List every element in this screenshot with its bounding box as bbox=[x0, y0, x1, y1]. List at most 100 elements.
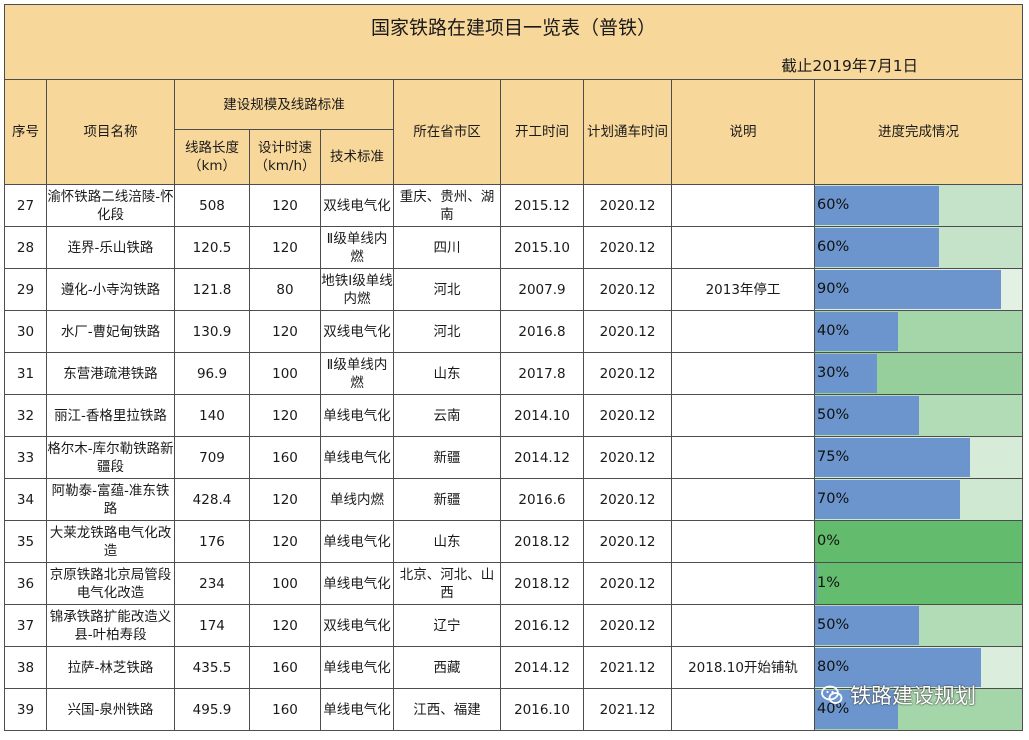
progress-label: 50% bbox=[817, 407, 850, 423]
progress-bar-fill bbox=[815, 438, 971, 477]
cell-name: 锦承铁路扩能改造义县-叶柏寿段 bbox=[46, 604, 175, 647]
cell-start: 2007.9 bbox=[500, 268, 584, 311]
header-province: 所在省市区 bbox=[393, 79, 501, 185]
cell-province: 山东 bbox=[393, 520, 501, 563]
cell-speed: 100 bbox=[249, 562, 321, 605]
progress-label: 0% bbox=[817, 533, 841, 549]
cell-name: 渝怀铁路二线涪陵-怀化段 bbox=[46, 184, 175, 227]
cell-progress: 40% bbox=[813, 310, 1024, 353]
cell-start: 2018.12 bbox=[500, 520, 584, 563]
cell-province: 四川 bbox=[393, 226, 501, 269]
cell-start: 2016.10 bbox=[500, 688, 584, 731]
table-row: 38 拉萨-林芝铁路 435.5 160 单线电气化 西藏 2014.12 2021.12 20… bbox=[4, 646, 1024, 689]
cell-seq: 34 bbox=[4, 478, 47, 521]
cell-length: 121.8 bbox=[174, 268, 250, 311]
header-speed: 设计时速（km/h） bbox=[249, 129, 321, 185]
cell-note bbox=[671, 184, 815, 227]
cell-standard: 双线电气化 bbox=[320, 604, 394, 647]
cell-length: 140 bbox=[174, 394, 250, 437]
cell-planned: 2020.12 bbox=[583, 520, 672, 563]
cell-length: 96.9 bbox=[174, 352, 250, 395]
cell-seq: 37 bbox=[4, 604, 47, 647]
cell-start: 2018.12 bbox=[500, 562, 584, 605]
cell-note: 2013年停工 bbox=[671, 268, 815, 311]
header-scale-group: 建设规模及线路标准 bbox=[174, 79, 394, 130]
table-row: 27 渝怀铁路二线涪陵-怀化段 508 120 双线电气化 重庆、贵州、湖南 2015.12… bbox=[4, 184, 1024, 227]
progress-bar-fill bbox=[815, 606, 919, 645]
table-row: 36 京原铁路北京局管段电气化改造 234 100 单线电气化 北京、河北、山西 2018.… bbox=[4, 562, 1024, 605]
as-of-date: 截止2019年7月1日 bbox=[781, 57, 919, 75]
cell-progress: 60% bbox=[813, 226, 1024, 269]
progress-label: 60% bbox=[817, 239, 850, 255]
cell-progress: 80% bbox=[813, 646, 1024, 689]
cell-standard: 双线电气化 bbox=[320, 310, 394, 353]
cell-name: 丽江-香格里拉铁路 bbox=[46, 394, 175, 437]
table-row: 39 兴国-泉州铁路 495.9 160 单线电气化 江西、福建 2016.10 2021.1… bbox=[4, 688, 1024, 731]
cell-standard: 单线电气化 bbox=[320, 688, 394, 731]
cell-province: 河北 bbox=[393, 310, 501, 353]
table-row: 32 丽江-香格里拉铁路 140 120 单线电气化 云南 2014.10 2020.12 50… bbox=[4, 394, 1024, 437]
cell-length: 435.5 bbox=[174, 646, 250, 689]
wechat-icon bbox=[821, 685, 843, 704]
cell-name: 格尔木-库尔勒铁路新疆段 bbox=[46, 436, 175, 479]
cell-progress: 75% bbox=[813, 436, 1024, 479]
cell-province: 重庆、贵州、湖南 bbox=[393, 184, 501, 227]
table-row: 30 水厂-曹妃甸铁路 130.9 120 双线电气化 河北 2016.8 2020.12 40… bbox=[4, 310, 1024, 353]
cell-planned: 2021.12 bbox=[583, 646, 672, 689]
cell-province: 新疆 bbox=[393, 436, 501, 479]
cell-province: 山东 bbox=[393, 352, 501, 395]
cell-speed: 120 bbox=[249, 226, 321, 269]
table-row: 37 锦承铁路扩能改造义县-叶柏寿段 174 120 双线电气化 辽宁 2016.12 202… bbox=[4, 604, 1024, 647]
cell-planned: 2020.12 bbox=[583, 436, 672, 479]
cell-standard: 地铁Ⅰ级单线内燃 bbox=[320, 268, 394, 311]
progress-track: 50% bbox=[815, 605, 1022, 646]
cell-seq: 30 bbox=[4, 310, 47, 353]
cell-progress: 60% bbox=[813, 184, 1024, 227]
progress-bar-fill bbox=[815, 186, 940, 225]
cell-start: 2017.8 bbox=[500, 352, 584, 395]
cell-province: 新疆 bbox=[393, 478, 501, 521]
cell-province: 北京、河北、山西 bbox=[393, 562, 501, 605]
header-note: 说明 bbox=[671, 79, 815, 185]
progress-bar-fill bbox=[815, 564, 818, 603]
cell-speed: 120 bbox=[249, 604, 321, 647]
progress-track: 75% bbox=[815, 437, 1022, 478]
progress-label: 1% bbox=[817, 575, 841, 591]
cell-name: 连界-乐山铁路 bbox=[46, 226, 175, 269]
cell-progress: 90% bbox=[813, 268, 1024, 311]
progress-track: 30% bbox=[815, 353, 1022, 394]
cell-name: 大莱龙铁路电气化改造 bbox=[46, 520, 175, 563]
cell-seq: 35 bbox=[4, 520, 47, 563]
cell-progress: 50% bbox=[813, 394, 1024, 437]
progress-bar-fill bbox=[815, 354, 878, 393]
progress-track: 50% bbox=[815, 395, 1022, 436]
cell-standard: 双线电气化 bbox=[320, 184, 394, 227]
cell-speed: 120 bbox=[249, 394, 321, 437]
progress-track: 90% bbox=[815, 269, 1022, 310]
cell-standard: 单线电气化 bbox=[320, 562, 394, 605]
progress-track: 60% bbox=[815, 227, 1022, 268]
cell-standard: 单线电气化 bbox=[320, 394, 394, 437]
progress-bar-fill bbox=[815, 270, 1002, 309]
progress-label: 75% bbox=[817, 449, 850, 465]
cell-planned: 2020.12 bbox=[583, 394, 672, 437]
progress-label: 50% bbox=[817, 617, 850, 633]
cell-planned: 2020.12 bbox=[583, 478, 672, 521]
cell-seq: 33 bbox=[4, 436, 47, 479]
cell-standard: 单线电气化 bbox=[320, 436, 394, 479]
cell-name: 阿勒泰-富蕴-准东铁路 bbox=[46, 478, 175, 521]
cell-start: 2014.12 bbox=[500, 646, 584, 689]
cell-note bbox=[671, 226, 815, 269]
cell-start: 2016.6 bbox=[500, 478, 584, 521]
cell-speed: 120 bbox=[249, 520, 321, 563]
cell-note bbox=[671, 604, 815, 647]
cell-start: 2014.12 bbox=[500, 436, 584, 479]
cell-speed: 80 bbox=[249, 268, 321, 311]
table-row: 35 大莱龙铁路电气化改造 176 120 单线电气化 山东 2018.12 2020.12 0… bbox=[4, 520, 1024, 563]
cell-note bbox=[671, 562, 815, 605]
cell-seq: 27 bbox=[4, 184, 47, 227]
cell-province: 江西、福建 bbox=[393, 688, 501, 731]
cell-standard: 单线电气化 bbox=[320, 520, 394, 563]
cell-standard: Ⅱ级单线内燃 bbox=[320, 352, 394, 395]
progress-bar-fill bbox=[815, 396, 919, 435]
